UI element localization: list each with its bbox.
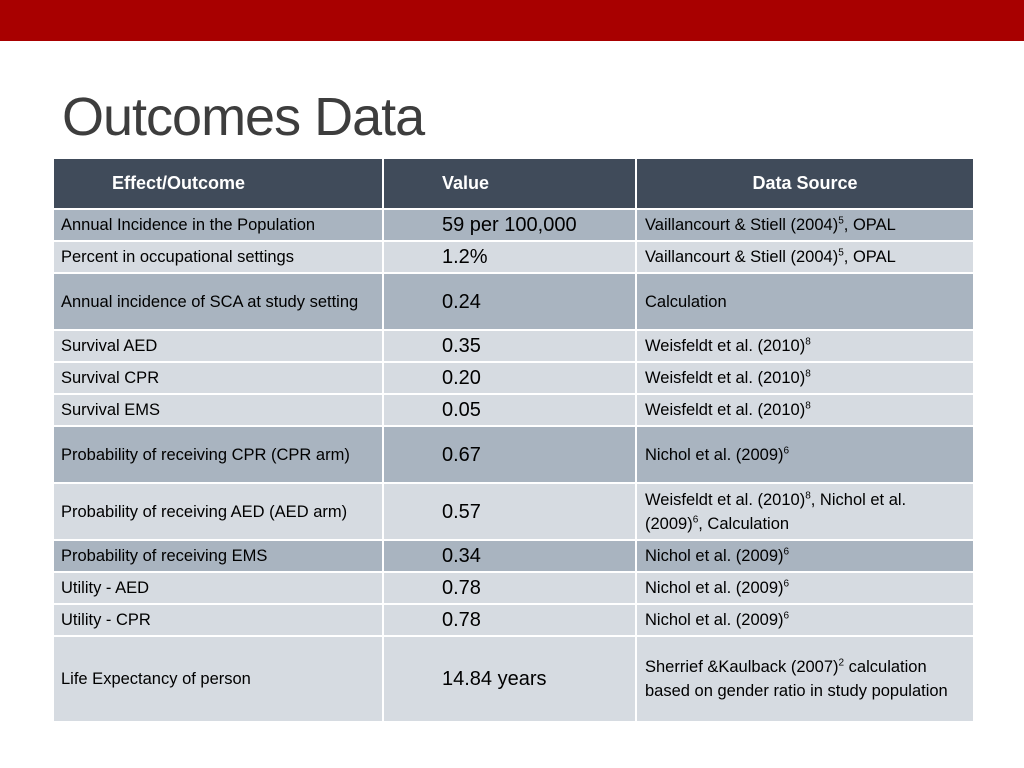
header-effect-outcome: Effect/Outcome — [52, 159, 384, 210]
source-cell: Nichol et al. (2009)6 — [635, 603, 975, 637]
source-cell: Weisfeldt et al. (2010)8, Nichol et al. … — [635, 482, 975, 541]
citation-superscript: 6 — [783, 546, 790, 558]
outcome-cell: Survival CPR — [52, 361, 384, 395]
outcome-cell: Survival AED — [52, 329, 384, 363]
table-row: Survival EMS 0.05 Weisfeldt et al. (2010… — [52, 393, 975, 427]
table-row: Annual Incidence in the Population 59 pe… — [52, 208, 975, 242]
value-cell: 59 per 100,000 — [382, 208, 637, 242]
source-text: Weisfeldt et al. (2010) — [645, 337, 806, 355]
source-text: Nichol et al. (2009) — [645, 547, 784, 565]
source-text: Nichol et al. (2009) — [645, 611, 784, 629]
source-text: Vaillancourt & Stiell (2004) — [645, 248, 839, 266]
outcome-cell: Utility - AED — [52, 571, 384, 605]
source-text: , Calculation — [698, 514, 790, 533]
source-cell: Nichol et al. (2009)6 — [635, 571, 975, 605]
outcome-cell: Life Expectancy of person — [52, 635, 384, 723]
citation-superscript: 8 — [805, 368, 811, 380]
table-row: Probability of receiving EMS 0.34 Nichol… — [52, 539, 975, 573]
citation-superscript: 8 — [805, 490, 811, 501]
source-cell: Vaillancourt & Stiell (2004)5, OPAL — [635, 240, 975, 274]
citation-superscript: 5 — [838, 247, 844, 259]
source-cell: Weisfeldt et al. (2010)8 — [635, 393, 975, 427]
table-row: Annual incidence of SCA at study setting… — [52, 272, 975, 331]
outcome-cell: Annual Incidence in the Population — [52, 208, 384, 242]
citation-superscript: 2 — [838, 657, 845, 669]
value-cell: 0.57 — [382, 482, 637, 541]
value-cell: 0.05 — [382, 393, 637, 427]
top-accent-bar — [0, 0, 1024, 41]
source-text: Vaillancourt & Stiell (2004) — [645, 216, 839, 234]
source-text: Weisfeldt et al. (2010) — [645, 490, 806, 509]
citation-superscript: 6 — [783, 610, 790, 622]
outcome-cell: Utility - CPR — [52, 603, 384, 637]
outcome-cell: Probability of receiving EMS — [52, 539, 384, 573]
source-cell: Weisfeldt et al. (2010)8 — [635, 329, 975, 363]
source-text: , OPAL — [843, 248, 896, 266]
slide-title: Outcomes Data — [62, 87, 425, 147]
citation-superscript: 6 — [692, 514, 699, 525]
source-cell: Nichol et al. (2009)6 — [635, 425, 975, 484]
outcome-cell: Annual incidence of SCA at study setting — [52, 272, 384, 331]
header-value: Value — [382, 159, 637, 210]
value-cell: 0.78 — [382, 603, 637, 637]
source-text: Sherrief &Kaulback (2007) — [645, 658, 839, 676]
source-cell: Sherrief &Kaulback (2007)2 calculation b… — [635, 635, 975, 723]
outcome-cell: Probability of receiving CPR (CPR arm) — [52, 425, 384, 484]
source-text: calculation based on gender ratio in stu… — [645, 658, 948, 700]
source-text: Nichol et al. (2009) — [645, 579, 784, 597]
table-header-row: Effect/Outcome Value Data Source — [52, 159, 975, 210]
source-text: Weisfeldt et al. (2010) — [645, 369, 806, 387]
value-cell: 0.34 — [382, 539, 637, 573]
value-cell: 0.35 — [382, 329, 637, 363]
value-cell: 0.24 — [382, 272, 637, 331]
value-cell: 0.20 — [382, 361, 637, 395]
outcome-cell: Probability of receiving AED (AED arm) — [52, 482, 384, 541]
table-row: Survival CPR 0.20 Weisfeldt et al. (2010… — [52, 361, 975, 395]
citation-superscript: 6 — [783, 445, 790, 456]
value-cell: 14.84 years — [382, 635, 637, 723]
table-row: Utility - CPR 0.78 Nichol et al. (2009)6 — [52, 603, 975, 637]
source-cell: Vaillancourt & Stiell (2004)5, OPAL — [635, 208, 975, 242]
citation-superscript: 6 — [783, 578, 790, 590]
source-text: , Nichol et al. (2009) — [645, 490, 907, 533]
source-cell: Nichol et al. (2009)6 — [635, 539, 975, 573]
source-cell: Calculation — [635, 272, 975, 331]
citation-superscript: 8 — [805, 336, 811, 348]
value-cell: 0.78 — [382, 571, 637, 605]
header-data-source: Data Source — [635, 159, 975, 210]
citation-superscript: 5 — [838, 215, 844, 227]
source-text: , OPAL — [843, 216, 896, 234]
outcome-cell: Percent in occupational settings — [52, 240, 384, 274]
source-text: Calculation — [645, 292, 727, 311]
outcomes-table: Effect/Outcome Value Data Source Annual … — [52, 159, 975, 723]
table-row: Survival AED 0.35 Weisfeldt et al. (2010… — [52, 329, 975, 363]
table-row: Percent in occupational settings 1.2% Va… — [52, 240, 975, 274]
table-row: Probability of receiving CPR (CPR arm) 0… — [52, 425, 975, 484]
value-cell: 1.2% — [382, 240, 637, 274]
table-row: Probability of receiving AED (AED arm) 0… — [52, 482, 975, 541]
source-text: Weisfeldt et al. (2010) — [645, 401, 806, 419]
table-row: Life Expectancy of person 14.84 years Sh… — [52, 635, 975, 723]
table-row: Utility - AED 0.78 Nichol et al. (2009)6 — [52, 571, 975, 605]
value-cell: 0.67 — [382, 425, 637, 484]
citation-superscript: 8 — [805, 400, 811, 412]
outcome-cell: Survival EMS — [52, 393, 384, 427]
source-text: Nichol et al. (2009) — [645, 445, 784, 464]
source-cell: Weisfeldt et al. (2010)8 — [635, 361, 975, 395]
